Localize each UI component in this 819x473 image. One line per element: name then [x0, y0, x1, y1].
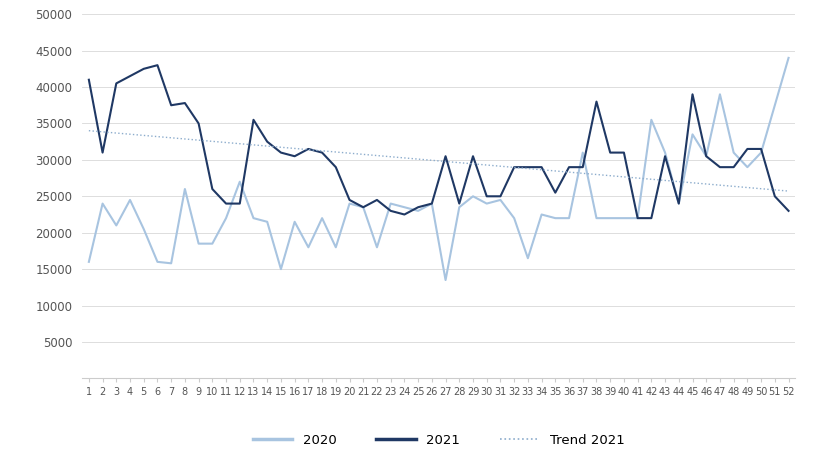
2021	[138, 66, 148, 72]
Trend 2021	[509, 165, 518, 170]
2020	[741, 164, 751, 170]
Trend 2021	[783, 188, 793, 194]
2020	[138, 226, 148, 232]
2020	[523, 255, 532, 261]
2021	[427, 201, 437, 206]
2021	[468, 153, 477, 159]
2020	[440, 277, 450, 283]
2021	[632, 215, 642, 221]
Line: 2021: 2021	[88, 65, 788, 218]
Trend 2021	[138, 132, 148, 138]
Trend 2021	[728, 184, 738, 189]
2021	[152, 62, 162, 68]
2021	[783, 208, 793, 214]
Line: Trend 2021: Trend 2021	[88, 131, 788, 191]
2020	[413, 208, 423, 214]
2020	[550, 215, 559, 221]
2021	[344, 197, 354, 203]
Trend 2021	[84, 128, 93, 133]
2020	[331, 245, 341, 250]
2020	[783, 55, 793, 61]
2021	[550, 190, 559, 195]
Trend 2021	[413, 156, 423, 162]
2021	[84, 77, 93, 83]
2021	[523, 164, 532, 170]
Legend: 2020, 2021, Trend 2021: 2020, 2021, Trend 2021	[247, 429, 629, 452]
Trend 2021	[331, 149, 341, 155]
2020	[84, 259, 93, 265]
Trend 2021	[536, 167, 545, 173]
Line: 2020: 2020	[88, 58, 788, 280]
